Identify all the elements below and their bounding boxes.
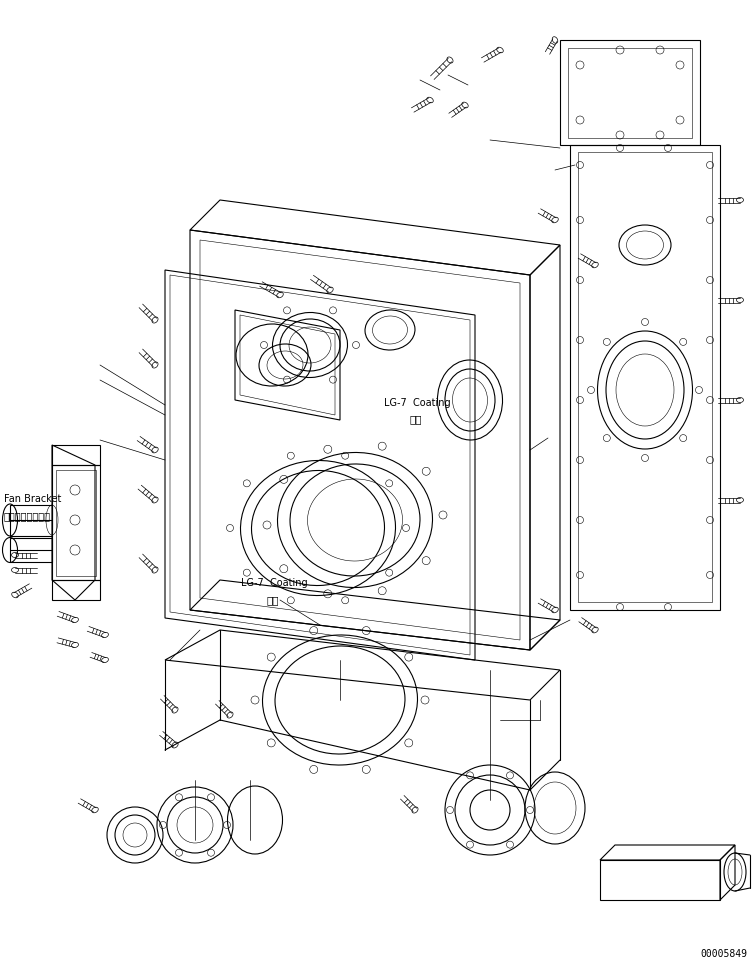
Text: ファンブラケット: ファンブラケット bbox=[4, 511, 50, 521]
Text: 塗布: 塗布 bbox=[267, 596, 280, 605]
Text: LG-7  Coating: LG-7 Coating bbox=[241, 578, 308, 588]
Text: LG-7  Coating: LG-7 Coating bbox=[384, 398, 450, 408]
Text: Fan Bracket: Fan Bracket bbox=[4, 495, 61, 504]
Text: 00005849: 00005849 bbox=[700, 949, 747, 959]
Text: 塗布: 塗布 bbox=[410, 415, 423, 424]
